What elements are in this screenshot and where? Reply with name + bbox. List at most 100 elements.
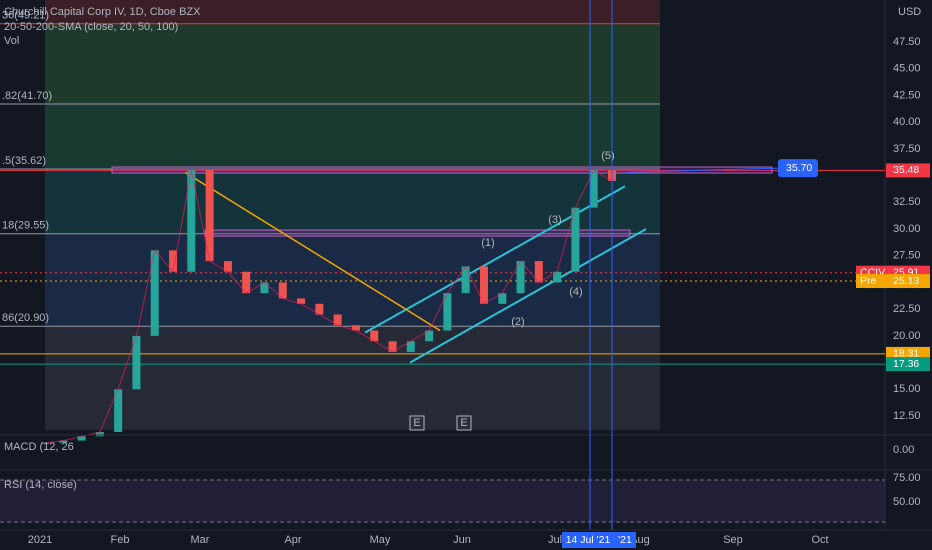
rsi-axis: 50.00 (893, 496, 921, 508)
price-tick-label: 42.50 (893, 89, 921, 101)
candle (443, 293, 452, 331)
fib-label: 86(20.90) (2, 312, 49, 324)
zone (111, 166, 773, 174)
candle (461, 266, 470, 294)
macd-label: MACD (12, 26 (4, 441, 74, 453)
candle (553, 271, 562, 283)
earnings-badge (409, 415, 425, 431)
candle (516, 261, 525, 294)
tag-bg (886, 357, 930, 372)
candle (388, 341, 397, 352)
tag-bg (856, 274, 886, 289)
candle (589, 170, 598, 208)
candle (205, 170, 214, 262)
cursor-date: 14 Jul '21 (566, 534, 611, 546)
fib-label: 36(49.21) (2, 10, 49, 22)
candle (333, 314, 342, 326)
tag-bg (886, 163, 930, 178)
channel (409, 228, 647, 364)
fib-label: .5(35.62) (2, 155, 46, 167)
candle (59, 440, 68, 443)
cursor-date: '21 (618, 534, 632, 546)
fib-zone (45, 103, 660, 169)
macd-axis: 0.00 (893, 444, 914, 456)
fib-zone (45, 23, 660, 104)
wave-label: (1) (481, 237, 494, 249)
candle (498, 293, 507, 304)
price-tick-label: 20.00 (893, 330, 921, 342)
target-bg (778, 159, 818, 178)
fib-zone (45, 168, 660, 234)
candle (260, 282, 269, 294)
candle (114, 389, 123, 433)
price-tick-label: 37.50 (893, 143, 921, 155)
sma: 20-50-200-SMA (close, 20, 50, 100) (4, 21, 178, 33)
candle (370, 330, 379, 342)
tag-bg (886, 274, 930, 289)
candle (187, 170, 196, 272)
time-tick-label: Jun (453, 534, 471, 546)
time-tick-label: May (370, 534, 391, 546)
candle (315, 303, 324, 315)
time-tick-label: Oct (811, 534, 828, 546)
wave-label: (5) (601, 150, 614, 162)
candle (150, 250, 159, 336)
price-tag: 35.48 (893, 164, 919, 176)
wave-label: (4) (569, 286, 582, 298)
symbol: Churchill Capital Corp IV, 1D, Cboe BZX (4, 6, 201, 18)
price-tick-label: 27.50 (893, 250, 921, 262)
trend (184, 171, 441, 332)
candle (41, 442, 49, 444)
candle (132, 335, 141, 390)
rsi-label: RSI (14, close) (4, 479, 77, 491)
date-bg (614, 532, 636, 548)
time-tick-label: Feb (111, 534, 130, 546)
fib-zone (45, 0, 660, 24)
candle (77, 436, 86, 441)
time-tick-label: Jul (548, 534, 562, 546)
rsi-axis: 75.00 (893, 472, 921, 484)
candle (95, 432, 104, 437)
candle (571, 207, 580, 272)
candle (425, 330, 434, 342)
candle (169, 250, 178, 272)
candle (242, 271, 251, 294)
tag-name: Pre (860, 275, 877, 287)
wave-label: (2) (511, 316, 524, 328)
price-tick-label: 22.50 (893, 303, 921, 315)
price-tick-label: 47.50 (893, 36, 921, 48)
target-line (624, 167, 781, 173)
candle (278, 282, 287, 299)
vol: Vol (4, 35, 19, 47)
wave-label: (3) (548, 214, 561, 226)
time-tick-label: Sep (723, 534, 743, 546)
zone (204, 229, 631, 237)
earnings-badge (456, 415, 472, 431)
price-tick-label: 12.50 (893, 410, 921, 422)
target-label: 35.70 (786, 162, 812, 174)
candle (297, 298, 306, 304)
candle (223, 261, 232, 272)
price-tag: 18.31 (893, 348, 919, 360)
price-tick-label: 40.00 (893, 116, 921, 128)
price-tick-label: 30.00 (893, 223, 921, 235)
close-line (44, 169, 613, 444)
candle (351, 325, 360, 331)
fib-zone (45, 233, 660, 327)
price-tick-label: 32.50 (893, 196, 921, 208)
price-tag: 17.36 (893, 358, 919, 370)
time-tick-label: Apr (284, 534, 301, 546)
earnings: E (413, 417, 420, 429)
fib-label: .82(41.70) (2, 90, 52, 102)
rsi-band (0, 480, 885, 522)
time-tick-label: 2021 (28, 534, 52, 546)
time-tick-label: Mar (191, 534, 210, 546)
candle (406, 341, 415, 352)
price-tick-label: 45.00 (893, 63, 921, 75)
price-tag: 25.13 (893, 275, 919, 287)
currency: USD (898, 6, 921, 18)
price-tick-label: 15.00 (893, 383, 921, 395)
fib-label: 18(29.55) (2, 220, 49, 232)
earnings: E (460, 417, 467, 429)
